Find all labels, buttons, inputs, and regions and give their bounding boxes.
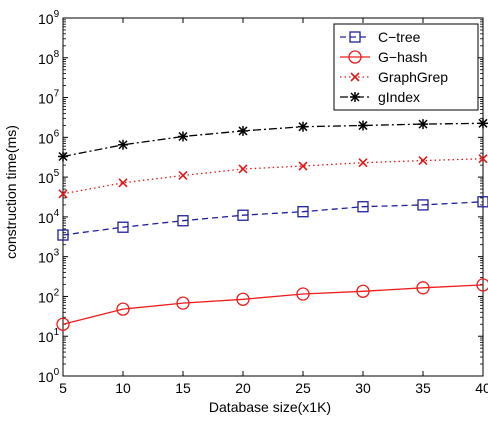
data-point — [358, 158, 368, 168]
data-point — [58, 151, 68, 162]
data-point — [238, 164, 248, 174]
data-point — [237, 209, 249, 221]
x-tick-label: 5 — [59, 380, 67, 396]
marker-stroke — [118, 178, 128, 188]
axes: 5 10 15 20 25 30 35 40 100 101 102 103 104 105 106 107 1… — [38, 9, 488, 396]
legend-marker — [350, 92, 360, 102]
marker-stroke — [58, 189, 68, 199]
data-point — [236, 292, 250, 306]
y-tick-label: 109 — [38, 9, 60, 27]
data-point — [356, 284, 370, 298]
marker-stroke — [118, 140, 128, 150]
y-tick-label: 108 — [38, 49, 60, 67]
series-2 — [58, 154, 488, 199]
data-point — [418, 156, 428, 166]
legend-item: G−hash — [340, 49, 427, 65]
data-point — [178, 170, 188, 181]
series-line — [62, 284, 484, 325]
data-point — [357, 201, 369, 213]
data-point — [116, 302, 130, 316]
legend-item: GraphGrep — [340, 69, 448, 85]
marker-stroke — [238, 126, 248, 136]
y-tick-label: 104 — [38, 208, 60, 226]
legend-label: GraphGrep — [378, 69, 448, 85]
data-point — [417, 199, 429, 211]
marker-stroke — [350, 72, 360, 82]
x-tick-label: 15 — [175, 380, 191, 396]
marker-stroke — [350, 92, 360, 102]
y-axis-title: construction time(ms) — [3, 125, 19, 259]
marker-stroke — [178, 170, 188, 181]
legend-item: C−tree — [340, 29, 421, 45]
marker-stroke — [58, 151, 68, 162]
data-point — [178, 131, 188, 142]
series-line — [62, 122, 484, 158]
y-tick-label: 105 — [38, 168, 60, 186]
series-layer — [56, 118, 488, 331]
data-point — [298, 161, 308, 171]
x-tick-label: 25 — [295, 380, 311, 396]
x-tick-label: 40 — [475, 380, 488, 396]
data-point — [118, 178, 128, 188]
marker-stroke — [298, 122, 308, 132]
series-line — [62, 158, 484, 195]
data-point — [416, 281, 430, 295]
marker-stroke — [418, 119, 428, 129]
legend-box — [333, 23, 479, 111]
y-tick-label: 102 — [38, 287, 60, 305]
data-point — [298, 121, 308, 132]
data-point — [477, 196, 488, 208]
series-line — [62, 201, 484, 236]
data-point — [117, 221, 129, 233]
y-tick-label: 101 — [38, 327, 60, 345]
y-tick-label: 103 — [38, 248, 60, 266]
legend: C−tree G−hash GraphGrep gIndex — [333, 23, 479, 111]
data-point — [176, 296, 190, 310]
legend-label: G−hash — [378, 49, 427, 65]
marker-stroke — [238, 164, 248, 174]
legend-label: C−tree — [378, 29, 421, 45]
marker-stroke — [358, 121, 368, 131]
marker-stroke — [178, 131, 188, 142]
marker-stroke — [298, 161, 308, 171]
y-tick-label: 107 — [38, 89, 60, 107]
x-tick-label: 10 — [115, 380, 131, 396]
data-point — [476, 278, 488, 292]
x-tick-label: 20 — [235, 380, 251, 396]
data-point — [177, 215, 189, 227]
data-point — [58, 189, 68, 199]
legend-label: gIndex — [378, 89, 420, 105]
data-point — [478, 154, 488, 164]
marker-stroke — [358, 158, 368, 168]
data-point — [56, 317, 70, 331]
marker-stroke — [478, 118, 488, 128]
data-point — [358, 120, 368, 131]
legend-marker — [349, 31, 361, 43]
marker-stroke — [478, 154, 488, 164]
x-tick-label: 35 — [415, 380, 431, 396]
data-point — [418, 119, 428, 130]
legend-item: gIndex — [340, 89, 420, 105]
x-tick-label: 30 — [355, 380, 371, 396]
y-tick-label: 100 — [38, 367, 60, 385]
series-3 — [58, 118, 488, 162]
data-point — [238, 125, 248, 136]
legend-marker — [350, 72, 360, 82]
data-point — [296, 287, 310, 301]
data-point — [478, 118, 488, 129]
data-point — [297, 206, 309, 218]
data-point — [118, 139, 128, 150]
data-point — [57, 229, 69, 241]
y-tick-label: 106 — [38, 128, 60, 146]
x-axis-title: Database size(x1K) — [209, 399, 331, 415]
marker-stroke — [418, 156, 428, 166]
legend-marker — [348, 50, 362, 64]
series-0 — [57, 196, 488, 241]
series-1 — [56, 278, 488, 331]
